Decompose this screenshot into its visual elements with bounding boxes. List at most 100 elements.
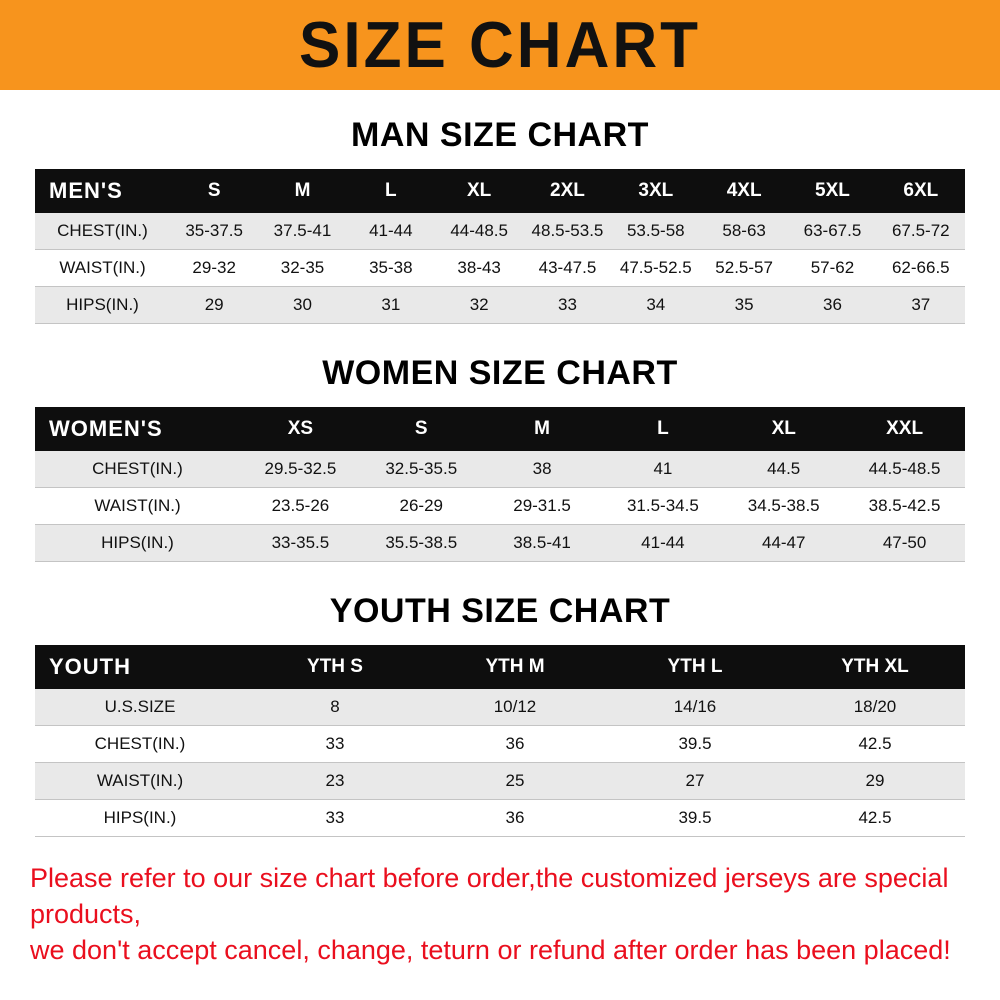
value-cell: 29 [204, 295, 224, 314]
women-size-chart-section: WOMEN SIZE CHART WOMEN'S XS S M L XL XXL CHEST(… [0, 354, 1000, 562]
value-cell: 44.5-48.5 [868, 459, 941, 478]
youth-size-table: YOUTH YTH S YTH M YTH L YTH XL U.S.SIZE 8 10/12… [35, 645, 965, 837]
value-cell: 42.5 [858, 734, 892, 753]
value-cell: 62-66.5 [891, 258, 950, 277]
women-size-table: WOMEN'S XS S M L XL XXL CHEST(IN.) 29.5-32.5 32.5… [35, 407, 965, 562]
value-cell: 32-35 [280, 258, 325, 277]
value-cell: 57-62 [810, 258, 855, 277]
value-cell: 35-37.5 [185, 221, 243, 240]
man-size-chart-section: MAN SIZE CHART MEN'S S M L XL 2XL 3XL 4XL 5XL 6XL… [0, 116, 1000, 324]
row-label-cell: CHEST(IN.) [57, 221, 148, 240]
column-header-cell: YTH XL [785, 645, 965, 689]
value-cell: 53.5-58 [626, 221, 685, 240]
table-header-row: YOUTH YTH S YTH M YTH L YTH XL [35, 645, 965, 689]
value-cell: 29.5-32.5 [264, 459, 337, 478]
column-header-cell: XL [723, 407, 845, 451]
value-cell: 58-63 [722, 221, 766, 240]
table-row: HIPS(IN.) 29 30 31 32 33 34 35 36 37 [35, 286, 965, 324]
column-header-cell: 3XL [611, 169, 700, 213]
men-size-table: MEN'S S M L XL 2XL 3XL 4XL 5XL 6XL CHEST(IN.) 35-37… [35, 169, 965, 324]
value-cell: 63-67.5 [803, 221, 862, 240]
table-row: U.S.SIZE 8 10/12 14/16 18/20 [35, 689, 965, 726]
row-label-cell: U.S.SIZE [104, 697, 176, 716]
value-cell: 37.5-41 [273, 221, 332, 240]
value-cell: 33 [325, 734, 345, 753]
value-cell: 41-44 [369, 221, 413, 240]
footer-note: Please refer to our size chart before or… [30, 861, 970, 969]
row-label-cell: WAIST(IN.) [96, 771, 184, 790]
value-cell: 32 [469, 295, 489, 314]
value-cell: 52.5-57 [715, 258, 773, 277]
value-cell: 39.5 [678, 808, 712, 827]
value-cell: 35.5-38.5 [385, 533, 458, 552]
value-cell: 48.5-53.5 [531, 221, 604, 240]
value-cell: 34 [646, 295, 666, 314]
page-title: SIZE CHART [299, 8, 701, 82]
value-cell: 29-31.5 [513, 496, 571, 515]
table-row: WAIST(IN.) 29-32 32-35 35-38 38-43 43-47.5 47.… [35, 249, 965, 287]
value-cell: 31 [381, 295, 401, 314]
value-cell: 44-47 [761, 533, 806, 552]
table-header-row: WOMEN'S XS S M L XL XXL [35, 407, 965, 451]
value-cell: 33 [558, 295, 577, 314]
table-header-row: MEN'S S M L XL 2XL 3XL 4XL 5XL 6XL [35, 169, 965, 213]
table-row: HIPS(IN.) 33 36 39.5 42.5 [35, 799, 965, 837]
row-label-cell: HIPS(IN.) [66, 295, 139, 314]
footer-line-1: Please refer to our size chart before or… [30, 863, 949, 929]
women-size-chart-heading: WOMEN SIZE CHART [322, 354, 678, 392]
value-cell: 14/16 [673, 697, 717, 716]
row-label-cell: CHEST(IN.) [92, 459, 183, 478]
column-header-cell: 2XL [523, 169, 612, 213]
value-cell: 36 [505, 808, 525, 827]
column-header-cell: L [602, 407, 724, 451]
value-cell: 33-35.5 [271, 533, 330, 552]
row-label-cell: WAIST(IN.) [59, 258, 146, 277]
value-cell: 42.5 [858, 808, 892, 827]
value-cell: 25 [505, 771, 525, 790]
column-header-cell: M [258, 169, 347, 213]
value-cell: 8 [330, 697, 340, 716]
value-cell: 36 [505, 734, 525, 753]
value-cell: 38.5-42.5 [868, 496, 941, 515]
value-cell: 29 [865, 771, 885, 790]
value-cell: 23 [325, 771, 345, 790]
table-row: CHEST(IN.) 35-37.5 37.5-41 41-44 44-48.5 48.5… [35, 213, 965, 250]
value-cell: 44.5 [767, 459, 801, 478]
table-row: HIPS(IN.) 33-35.5 35.5-38.5 38.5-41 41-44 44-… [35, 524, 965, 562]
value-cell: 41-44 [641, 533, 685, 552]
column-header-cell: S [170, 169, 259, 213]
value-cell: 38-43 [457, 258, 501, 277]
value-cell: 47.5-52.5 [619, 258, 692, 277]
table-title-cell: WOMEN'S [35, 407, 240, 451]
row-label-cell: HIPS(IN.) [101, 533, 174, 552]
value-cell: 34.5-38.5 [747, 496, 820, 515]
footer-line-2: we don't accept cancel, change, teturn o… [30, 934, 951, 965]
value-cell: 43-47.5 [538, 258, 597, 277]
man-size-chart-heading: MAN SIZE CHART [351, 116, 649, 154]
value-cell: 26-29 [399, 496, 443, 515]
column-header-cell: XS [240, 407, 361, 451]
youth-size-chart-heading: YOUTH SIZE CHART [329, 592, 671, 630]
value-cell: 36 [823, 295, 842, 314]
column-header-cell: 4XL [699, 169, 789, 213]
value-cell: 38.5-41 [513, 533, 571, 552]
table-row: CHEST(IN.) 33 36 39.5 42.5 [35, 725, 965, 763]
value-cell: 30 [293, 295, 312, 314]
table-title-cell: MEN'S [35, 169, 170, 213]
value-cell: 18/20 [853, 697, 897, 716]
column-header-cell: 6XL [876, 169, 965, 213]
column-header-cell: YTH S [245, 645, 425, 689]
table-row: CHEST(IN.) 29.5-32.5 32.5-35.5 38 41 44.5 44.5… [35, 451, 965, 488]
value-cell: 39.5 [678, 734, 712, 753]
value-cell: 23.5-26 [271, 496, 330, 515]
column-header-cell: XL [434, 169, 524, 213]
column-header-cell: L [346, 169, 435, 213]
value-cell: 29-32 [192, 258, 236, 277]
column-header-cell: S [360, 407, 482, 451]
column-header-cell: XXL [844, 407, 965, 451]
column-header-cell: M [481, 407, 603, 451]
value-cell: 44-48.5 [450, 221, 508, 240]
row-label-cell: CHEST(IN.) [94, 734, 186, 753]
value-cell: 38 [532, 459, 552, 478]
column-header-cell: 5XL [788, 169, 877, 213]
